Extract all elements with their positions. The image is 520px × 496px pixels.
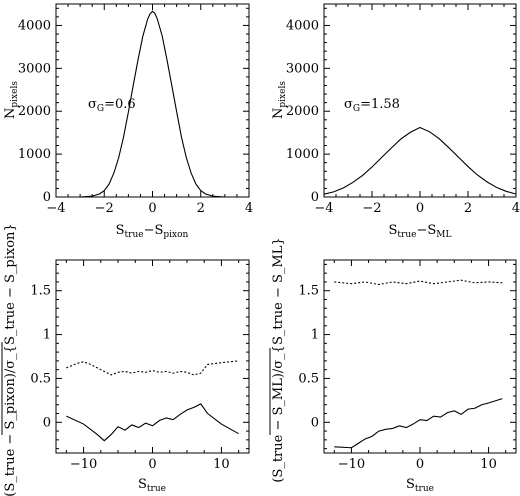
y-tick-label: 4000	[286, 18, 319, 33]
y-axis-label: (S_true − S_pixon)/σ_{S_true − S_pixon}	[1, 223, 18, 496]
series-group	[56, 10, 249, 198]
y-tick-label: 0	[311, 190, 319, 205]
y-tick-label: 1	[311, 328, 319, 343]
panel-top-right: −4 −2 0 2 4 0 1000 2000 3000 4000 σG=1.58 Strue−S…	[271, 3, 520, 240]
y-tick-label: 1000	[18, 147, 51, 162]
x-tick-label: 0	[148, 201, 156, 216]
x-axis-label: Strue−Spixon	[116, 223, 189, 240]
y-tick-label: 0	[43, 415, 51, 430]
y-axis-label-text: (S_true − S_ML)/σ_{S_true − S_ML}	[271, 237, 286, 482]
y-tick-label: 3000	[18, 61, 51, 76]
x-tick-label: −4	[46, 201, 65, 216]
y-tick-label: 1.5	[30, 284, 51, 299]
panel-top-left: −4 −2 0 2 4 0 1000 2000 3000 4000 σG=0.6 Strue−Sp…	[3, 3, 253, 240]
x-tick-label: 0	[416, 457, 424, 472]
x-tick-label: −2	[362, 201, 381, 216]
y-tick-label: 0	[43, 190, 51, 205]
plot-frame	[55, 259, 250, 454]
y-tick-label: 1000	[286, 147, 319, 162]
y-tick-label: 0.5	[30, 371, 51, 386]
series-line-solid	[56, 10, 249, 198]
y-tick-label: 0	[311, 415, 319, 430]
x-tick-label: −10	[70, 457, 97, 472]
plot-frame	[323, 259, 517, 454]
panel-bottom-right: −10 0 10 0 0.5 1 1.5 Strue (S_true − S_ML)/σ_{…	[269, 237, 517, 494]
y-tick-label: 2000	[286, 104, 319, 119]
annotation: σG=0.6	[88, 97, 136, 114]
y-axis-label: Npixels	[3, 81, 20, 119]
x-tick-label: 2	[464, 201, 472, 216]
plot-frame	[55, 3, 250, 198]
x-tick-label: 10	[480, 457, 497, 472]
annotation: σG=1.58	[344, 97, 400, 114]
ticks: −10 0 10 0 0.5 1 1.5	[298, 260, 516, 472]
ticks: −10 0 10 0 0.5 1 1.5	[30, 260, 249, 472]
x-tick-label: 0	[416, 201, 424, 216]
x-tick-label: 4	[245, 201, 253, 216]
y-tick-label: 4000	[18, 18, 51, 33]
series-line-solid	[323, 126, 517, 195]
x-tick-label: 2	[197, 201, 205, 216]
x-tick-label: −2	[95, 201, 114, 216]
y-axis-label-text: (S_true − S_pixon)/σ_{S_true − S_pixon}	[3, 223, 18, 496]
ticks: −4 −2 0 2 4 0 1000 2000 3000 4000	[286, 4, 520, 216]
y-tick-label: 3000	[286, 61, 319, 76]
ticks: −4 −2 0 2 4 0 1000 2000 3000 4000	[18, 4, 253, 216]
series-line-dotted	[334, 279, 503, 286]
y-axis-label: (S_true − S_ML)/σ_{S_true − S_ML}	[269, 237, 286, 483]
x-tick-label: 10	[213, 457, 230, 472]
series-line-solid	[66, 403, 239, 442]
x-tick-label: 4	[512, 201, 520, 216]
y-tick-label: 1	[43, 328, 51, 343]
series-group	[323, 126, 517, 195]
x-axis-label: Strue−SML	[389, 223, 452, 240]
panel-bottom-left: −10 0 10 0 0.5 1 1.5 Strue (S_true − S_pixon)/…	[1, 223, 250, 496]
x-tick-label: −4	[314, 201, 333, 216]
y-tick-label: 1.5	[298, 284, 319, 299]
y-tick-label: 2000	[18, 104, 51, 119]
series-line-solid	[334, 398, 503, 449]
x-tick-label: −10	[338, 457, 365, 472]
x-axis-label: Strue	[138, 477, 166, 494]
y-tick-label: 0.5	[298, 371, 319, 386]
series-group	[334, 279, 503, 449]
series-group	[66, 360, 239, 442]
series-line-dotted	[66, 360, 239, 376]
x-tick-label: 0	[148, 457, 156, 472]
x-axis-label: Strue	[406, 477, 434, 494]
y-axis-label: Npixels	[271, 81, 288, 119]
